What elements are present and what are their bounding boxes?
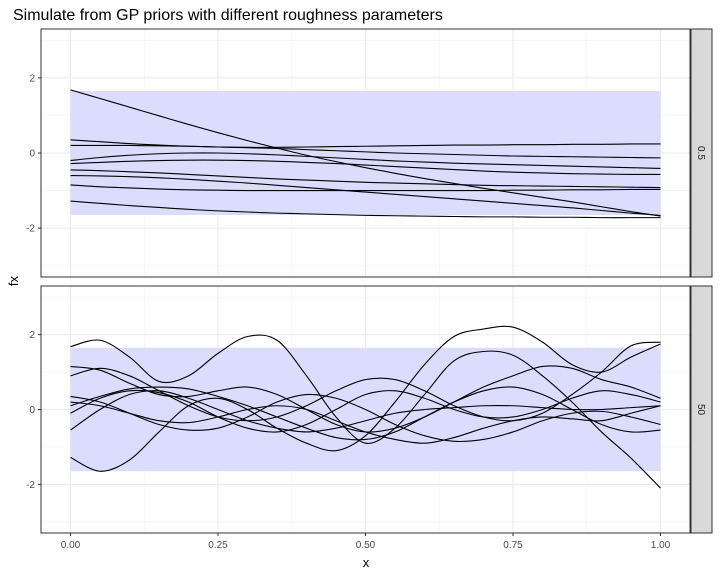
x-axis-title: x bbox=[363, 555, 370, 570]
y-tick-label: 2 bbox=[29, 73, 35, 84]
y-tick-label: 0 bbox=[29, 149, 35, 160]
x-tick-label: 0.25 bbox=[208, 540, 228, 551]
panel-1: -2 0 2 50 bbox=[26, 285, 713, 534]
series-line-1-0 bbox=[70, 334, 661, 489]
facet-strip-label: 50 bbox=[695, 404, 706, 416]
series-line-1-2 bbox=[70, 341, 661, 422]
y-axis-title: fx bbox=[6, 275, 21, 286]
series-line-1-6 bbox=[70, 393, 661, 443]
y-tick-label: -2 bbox=[26, 224, 35, 235]
facet-strip-label: 0.5 bbox=[695, 146, 706, 160]
x-tick-label: 0.50 bbox=[356, 540, 376, 551]
series-line-0-7 bbox=[70, 184, 661, 192]
panels-layer: -2 0 2 0.5 -2 0 2 50 bbox=[26, 28, 713, 534]
facet-strip bbox=[690, 285, 713, 534]
series-line-0-3 bbox=[70, 152, 661, 169]
series-line-1-4 bbox=[70, 386, 661, 441]
y-tick-label: -2 bbox=[26, 480, 35, 491]
series-lines bbox=[70, 89, 661, 219]
x-axis: 0.00 0.25 0.50 0.75 1.00 bbox=[61, 533, 671, 551]
y-axis-1: -2 0 2 bbox=[26, 330, 41, 491]
panel-0: -2 0 2 0.5 bbox=[26, 28, 713, 278]
series-line-1-8 bbox=[70, 401, 661, 444]
y-axis-0: -2 0 2 bbox=[26, 73, 41, 235]
series-line-0-5 bbox=[70, 169, 661, 189]
series-line-1-5 bbox=[70, 389, 661, 433]
x-tick-label: 1.00 bbox=[651, 540, 671, 551]
series-line-0-0 bbox=[70, 89, 661, 217]
x-tick-label: 0.00 bbox=[61, 540, 81, 551]
series-line-0-6 bbox=[70, 175, 661, 216]
facet-strip bbox=[690, 28, 713, 278]
series-lines bbox=[70, 325, 661, 489]
confidence-band bbox=[70, 91, 661, 215]
y-tick-label: 0 bbox=[29, 405, 35, 416]
series-line-1-7 bbox=[70, 390, 661, 433]
series-line-0-4 bbox=[70, 159, 661, 175]
chart-title: Simulate from GP priors with different r… bbox=[13, 7, 443, 24]
x-tick-label: 0.75 bbox=[503, 540, 523, 551]
series-line-0-8 bbox=[70, 200, 661, 219]
series-line-0-2 bbox=[70, 144, 661, 159]
y-tick-label: 2 bbox=[29, 330, 35, 341]
series-line-1-1 bbox=[70, 325, 661, 472]
